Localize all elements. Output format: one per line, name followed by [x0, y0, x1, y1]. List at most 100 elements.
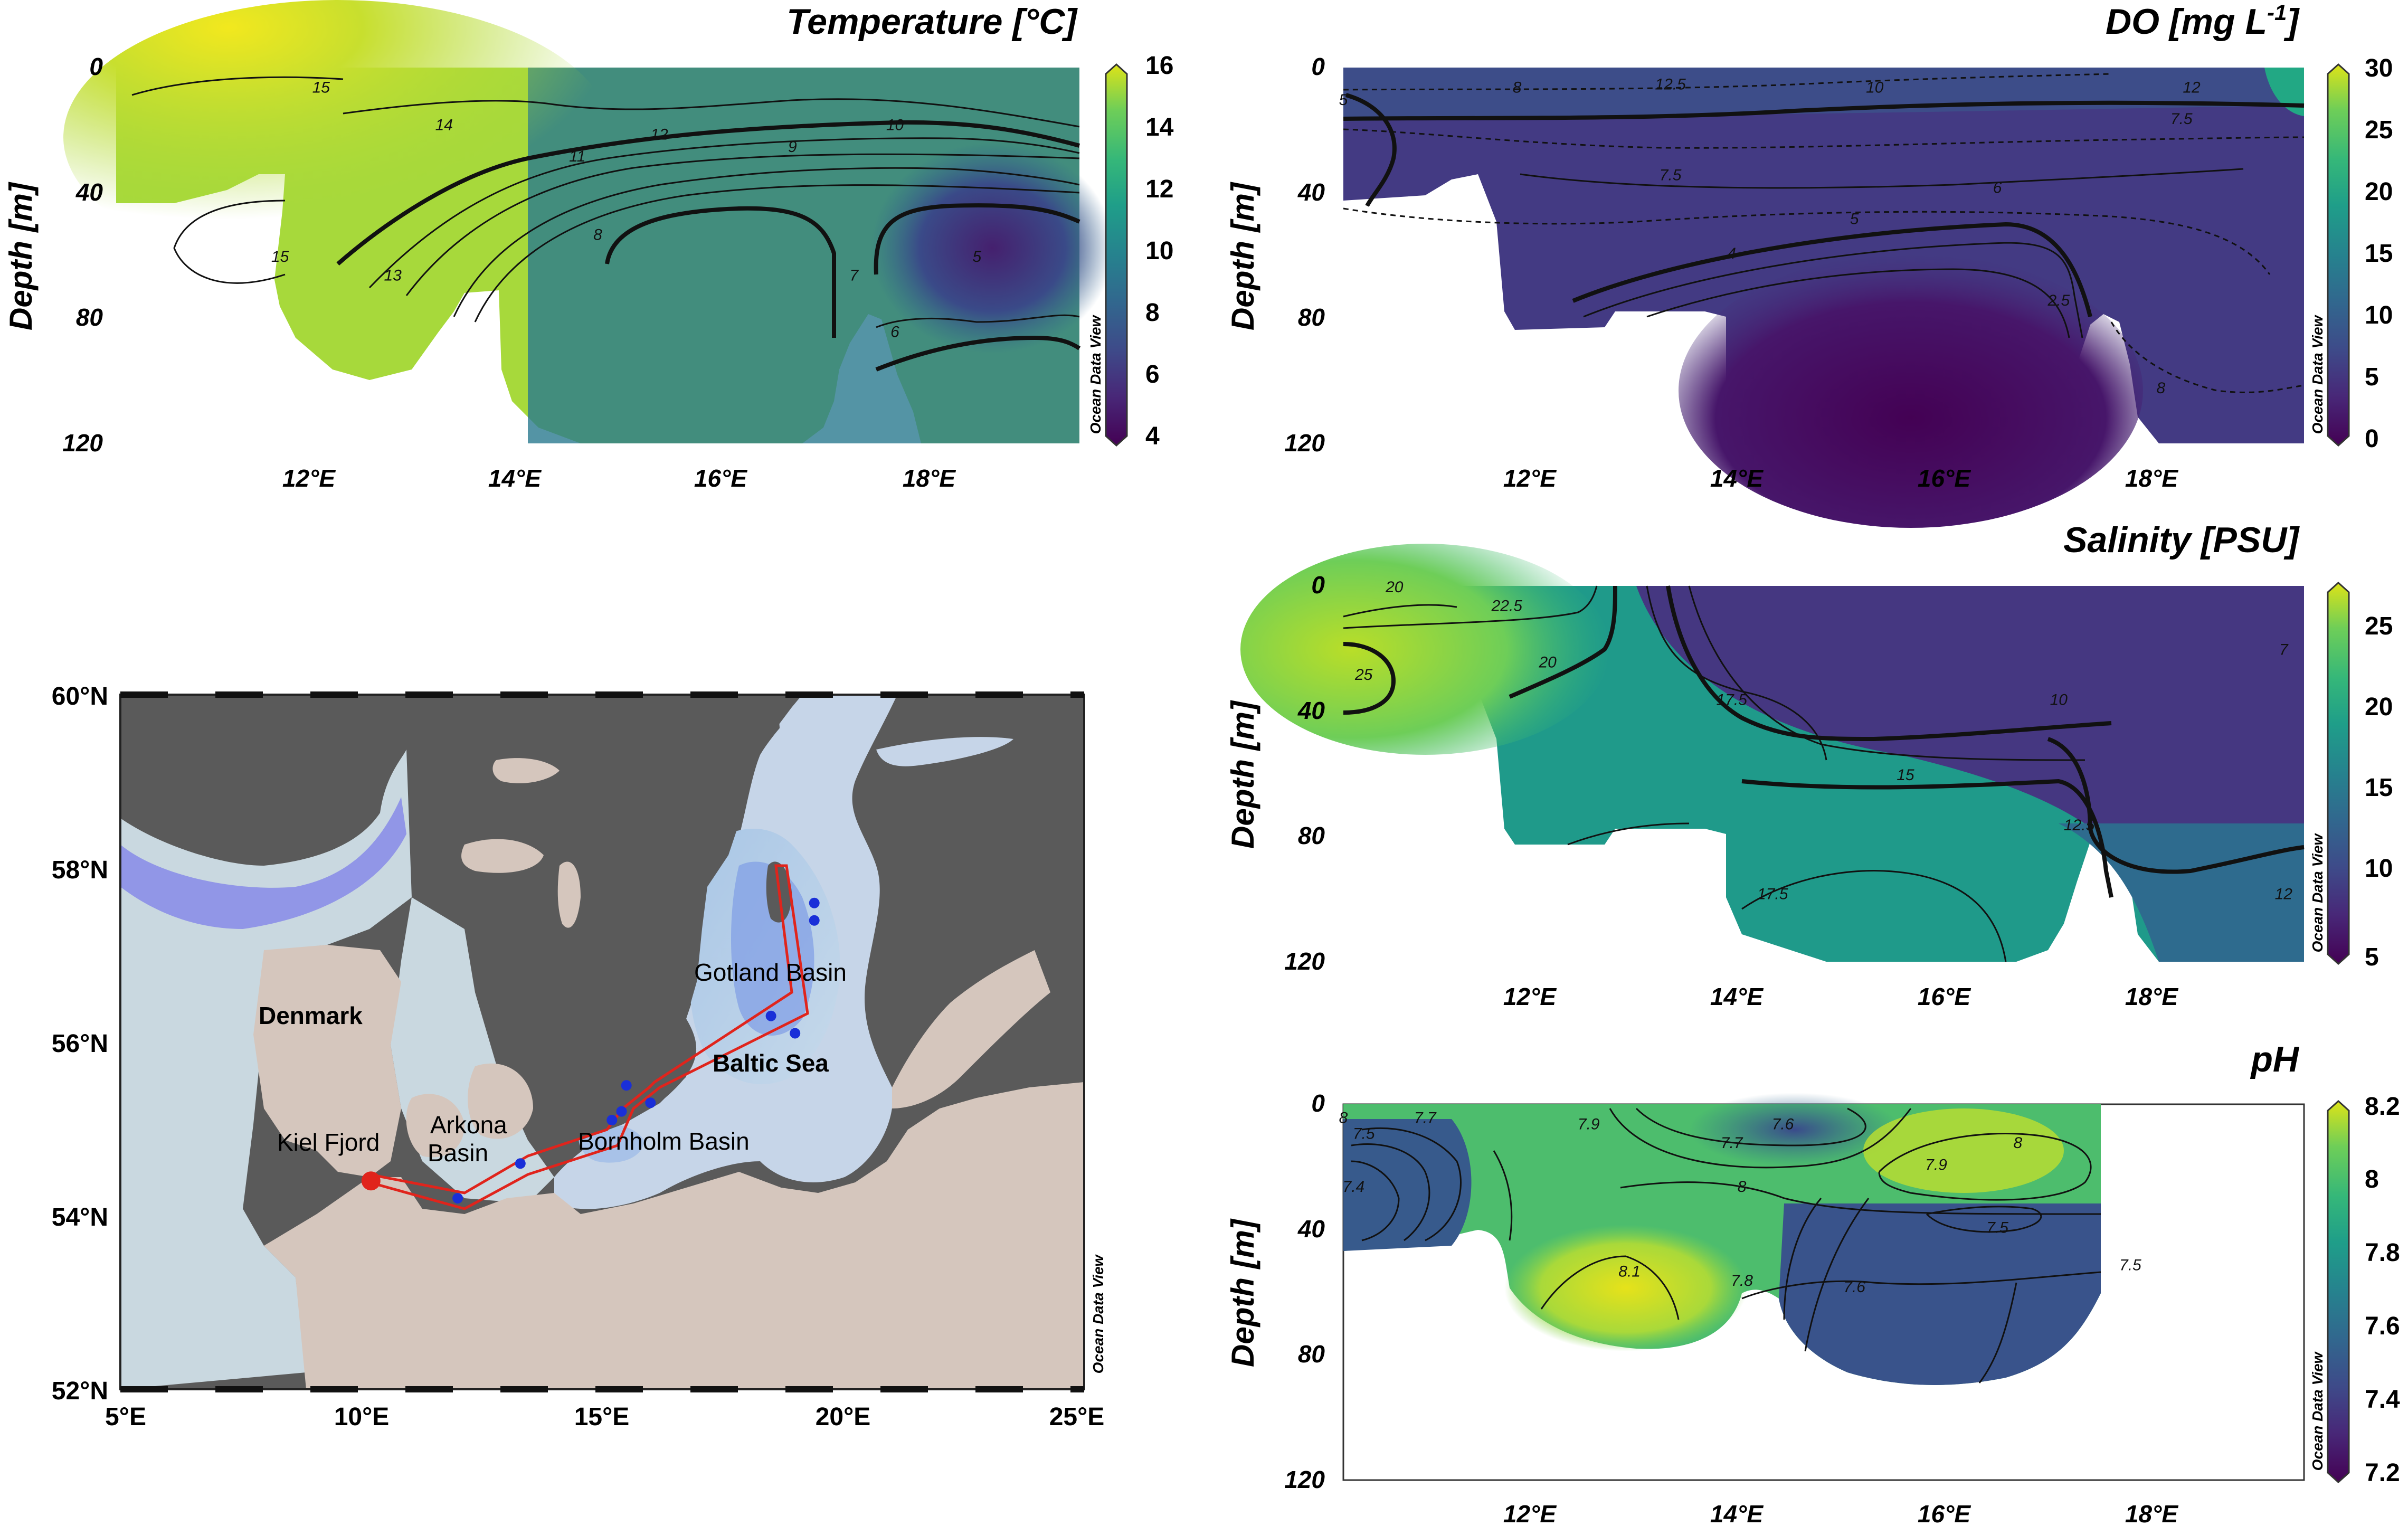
cruise-track: [368, 864, 809, 1210]
salinity-cbar-tick-3: 10: [2365, 855, 2393, 883]
temperature-title: Temperature [°C]: [786, 2, 1078, 42]
do-y-axis-label: Depth [m]: [1225, 182, 1260, 330]
ph-title: pH: [2250, 1039, 2300, 1079]
do-contour-label-2: 12.5: [1655, 76, 1686, 93]
ph-ytick-80: 80: [1298, 1340, 1325, 1368]
ph-contour-label-13: 8.1: [1618, 1263, 1641, 1280]
ph-contour-labels: 8 7.7 7.5 7.4 7.9 7.6 7.7 8 8 7.9 7.5 7.6 7.8 8.1 7.5: [1339, 1110, 2141, 1296]
map-frame-ticks: [120, 691, 1084, 1392]
ph-cbar-tick-2: 7.8: [2365, 1239, 2400, 1267]
map-station-10: [809, 897, 820, 908]
ph-cbar-tick-0: 8.2: [2365, 1093, 2400, 1121]
salinity-watermark: Ocean Data View: [2309, 832, 2326, 952]
do-isolines: [1343, 73, 2305, 393]
temperature-contour-label-0: 15: [312, 79, 330, 97]
ph-cbar-tick-1: 8: [2365, 1165, 2379, 1193]
map-skagerrak-deep: [120, 797, 406, 929]
ph-y-axis-label: Depth [m]: [1225, 1218, 1260, 1367]
salinity-contour-label-8: 17.5: [1757, 885, 1788, 903]
map-lat-60n: 60°N: [52, 683, 108, 710]
salinity-contour-label-4: 17.5: [1717, 691, 1748, 709]
ph-xtick-14e: 14°E: [1710, 1500, 1764, 1526]
map-lon-axis: 5°E 10°E 15°E 20°E 25°E: [105, 1403, 1104, 1431]
do-panel: DO [mg L-1] 5 8 12.5 10 12 7.5 7.5 6 5 4 2.5 8 0 40…: [1225, 0, 2393, 528]
map-station-9: [809, 915, 820, 926]
ph-ytick-0: 0: [1311, 1089, 1325, 1117]
map-station-2: [515, 1158, 526, 1169]
ph-contour-label-5: 7.6: [1772, 1116, 1794, 1133]
station-map: Denmark Baltic Sea Gotland Basin Kiel Fj…: [52, 683, 1106, 1431]
do-title-end: ]: [2283, 2, 2300, 42]
temperature-contour-label-10: 6: [890, 323, 899, 340]
ph-contour-label-9: 7.9: [1925, 1157, 1947, 1174]
map-lon-10e: 10°E: [334, 1403, 390, 1431]
map-lon-5e: 5°E: [105, 1403, 146, 1431]
ph-y-axis: 0 40 80 120 Depth [m]: [1225, 1089, 1325, 1493]
ph-watermark: Ocean Data View: [2309, 1351, 2326, 1471]
do-contour-label-4: 12: [2183, 79, 2201, 97]
temperature-xtick-12e: 12°E: [282, 465, 336, 492]
ph-cbar-tick-5: 7.2: [2365, 1459, 2400, 1487]
temperature-cbar-tick-0: 16: [1145, 52, 1173, 80]
temperature-cbar-tick-4: 8: [1145, 299, 1160, 327]
ph-xtick-12e: 12°E: [1503, 1500, 1557, 1526]
map-station-4: [616, 1106, 627, 1117]
salinity-y-axis-label: Depth [m]: [1225, 700, 1260, 849]
salinity-cbar-tick-4: 5: [2365, 943, 2379, 971]
map-gulf-of-finland: [876, 737, 1013, 766]
map-label-gotland-basin: Gotland Basin: [694, 959, 847, 986]
ph-ytick-40: 40: [1297, 1215, 1325, 1243]
do-title-sup: -1: [2267, 0, 2287, 25]
do-cbar-tick-0: 30: [2365, 54, 2393, 82]
do-title: DO [mg L-1]: [2106, 0, 2300, 42]
salinity-ytick-40: 40: [1297, 697, 1325, 724]
salinity-contour-label-9: 12: [2275, 885, 2293, 903]
map-lon-15e: 15°E: [574, 1403, 630, 1431]
map-station-7: [765, 1010, 776, 1021]
salinity-y-axis: 0 40 80 120 Depth [m]: [1225, 571, 1325, 975]
salinity-xtick-12e: 12°E: [1503, 983, 1557, 1010]
temperature-x-axis: 12°E 14°E 16°E 18°E: [282, 465, 956, 492]
temperature-contour-label-2: 14: [435, 117, 453, 134]
temperature-ytick-40: 40: [75, 178, 103, 206]
temperature-xtick-18e: 18°E: [903, 465, 956, 492]
salinity-isolines: [1343, 585, 2305, 962]
do-xtick-18e: 18°E: [2125, 465, 2179, 492]
ph-section-field: [1343, 1093, 2101, 1385]
temperature-ytick-120: 120: [62, 429, 103, 457]
map-station-8: [790, 1028, 801, 1039]
map-lake-vanern: [461, 839, 544, 873]
salinity-ytick-0: 0: [1311, 571, 1325, 599]
do-ytick-40: 40: [1297, 178, 1325, 206]
do-title-main: DO [mg L: [2106, 2, 2267, 42]
map-label-denmark: Denmark: [259, 1002, 363, 1029]
temperature-xtick-16e: 16°E: [694, 465, 748, 492]
do-y-axis: 0 40 80 120 Depth [m]: [1225, 53, 1325, 457]
temperature-contour-label-7: 9: [788, 138, 797, 156]
map-label-arkona-2: Basin: [428, 1139, 488, 1167]
map-label-baltic-sea: Baltic Sea: [713, 1049, 829, 1077]
do-xtick-14e: 14°E: [1710, 465, 1764, 492]
salinity-xtick-14e: 14°E: [1710, 983, 1764, 1010]
salinity-contour-label-2: 25: [1354, 666, 1373, 684]
do-cbar-tick-2: 20: [2365, 178, 2393, 206]
temperature-watermark: Ocean Data View: [1087, 314, 1104, 434]
temperature-xtick-14e: 14°E: [488, 465, 542, 492]
ph-contour-label-2: 7.5: [1353, 1125, 1375, 1142]
salinity-title: Salinity [PSU]: [2063, 520, 2300, 560]
do-contour-label-9: 4: [1727, 245, 1736, 262]
do-contour-label-5: 7.5: [1660, 167, 1682, 184]
do-xtick-16e: 16°E: [1918, 465, 1971, 492]
map-jutland: [253, 945, 401, 1177]
temperature-contour-label-8: 8: [593, 226, 602, 243]
salinity-xtick-18e: 18°E: [2125, 983, 2179, 1010]
temperature-contour-label-11: 5: [973, 248, 982, 266]
map-label-bornholm-basin: Bornholm Basin: [578, 1127, 750, 1155]
temperature-y-axis-label: Depth [m]: [3, 182, 39, 330]
do-cbar-tick-5: 5: [2365, 363, 2379, 391]
temperature-contour-label-4: 12: [650, 126, 668, 144]
salinity-contour-label-10: 7: [2279, 641, 2289, 659]
map-station-6: [645, 1097, 656, 1108]
map-baltic-states-coast: [892, 950, 1050, 1108]
temperature-isolines: [131, 76, 1081, 372]
